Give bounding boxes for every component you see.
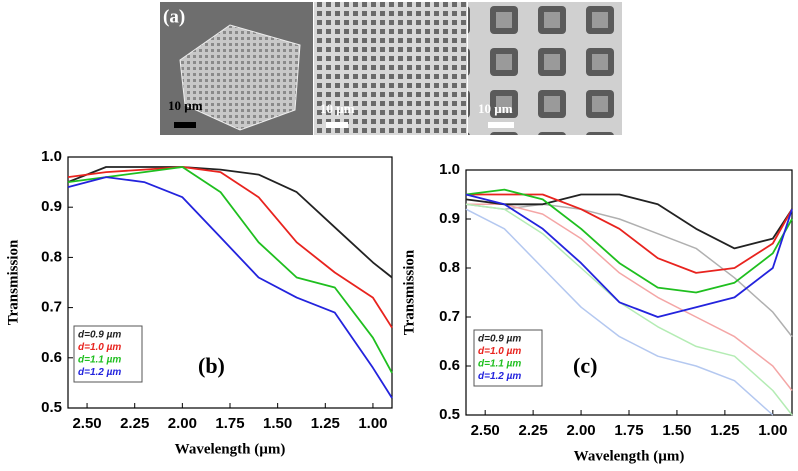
series-line bbox=[465, 193, 793, 318]
legend-entry: d=1.0 µm bbox=[78, 342, 121, 353]
y-tick-label: 0.5 bbox=[41, 399, 62, 416]
y-tick-label: 0.5 bbox=[439, 406, 460, 423]
legend-entry: d=0.9 µm bbox=[78, 330, 121, 341]
y-tick-label: 0.7 bbox=[439, 308, 460, 325]
scale-bar-label: 10 µm bbox=[320, 101, 355, 116]
y-tick-label: 1.0 bbox=[41, 148, 62, 165]
x-tick-label: 1.50 bbox=[662, 422, 691, 439]
y-tick-label: 0.7 bbox=[41, 299, 62, 316]
scale-bar bbox=[488, 122, 514, 128]
y-axis-label: Transmission bbox=[401, 249, 417, 335]
legend-entry: d=1.1 µm bbox=[78, 355, 121, 366]
series-line bbox=[465, 188, 793, 294]
legend-entry: d=1.2 µm bbox=[78, 367, 121, 378]
series-line bbox=[67, 166, 393, 279]
scale-bar bbox=[174, 122, 196, 128]
scale-bar-label: 10 µm bbox=[478, 101, 513, 116]
legend-entry: d=1.2 µm bbox=[478, 371, 521, 382]
sem-image bbox=[468, 2, 622, 135]
series-line bbox=[466, 203, 793, 391]
y-tick-label: 0.9 bbox=[41, 198, 62, 215]
legend-entry: d=1.0 µm bbox=[478, 346, 521, 357]
series-line bbox=[67, 166, 393, 374]
x-tick-label: 1.50 bbox=[263, 415, 292, 432]
scale-bar bbox=[326, 122, 348, 128]
y-tick-label: 0.6 bbox=[41, 349, 62, 366]
legend-entry: d=0.9 µm bbox=[478, 334, 521, 345]
legend-box bbox=[73, 325, 143, 383]
x-tick-label: 2.25 bbox=[120, 415, 149, 432]
sem-cube bbox=[179, 24, 301, 131]
x-tick-label: 2.25 bbox=[519, 422, 548, 439]
scale-bar-label: 10 µm bbox=[168, 98, 203, 113]
x-tick-label: 1.00 bbox=[358, 415, 387, 432]
series-line bbox=[67, 176, 393, 399]
x-axis-label: Wavelength (µm) bbox=[175, 441, 286, 457]
panel-label: (c) bbox=[573, 353, 597, 378]
y-tick-label: 1.0 bbox=[439, 161, 460, 178]
x-tick-label: 2.50 bbox=[72, 415, 101, 432]
legend-box bbox=[473, 329, 543, 387]
series-line bbox=[465, 208, 774, 416]
x-axis-label: Wavelength (µm) bbox=[574, 448, 685, 464]
x-tick-label: 2.50 bbox=[471, 422, 500, 439]
x-tick-label: 1.00 bbox=[758, 422, 787, 439]
series-line bbox=[465, 203, 793, 338]
y-tick-label: 0.6 bbox=[439, 357, 460, 374]
x-tick-label: 1.75 bbox=[215, 415, 244, 432]
x-tick-label: 1.25 bbox=[710, 422, 739, 439]
series-line bbox=[67, 166, 393, 329]
y-tick-label: 0.8 bbox=[41, 248, 62, 265]
series-line bbox=[465, 203, 793, 416]
y-tick-label: 0.8 bbox=[439, 259, 460, 276]
x-tick-label: 1.25 bbox=[311, 415, 340, 432]
sem-image bbox=[314, 2, 467, 135]
panel-label: (b) bbox=[198, 353, 225, 378]
y-axis-label: Transmission bbox=[5, 239, 21, 325]
legend-entry: d=1.1 µm bbox=[478, 359, 521, 370]
x-tick-label: 2.00 bbox=[168, 415, 197, 432]
panel-label: (a) bbox=[163, 6, 185, 27]
x-tick-label: 2.00 bbox=[566, 422, 595, 439]
y-tick-label: 0.9 bbox=[439, 210, 460, 227]
series-line bbox=[465, 193, 793, 250]
x-tick-label: 1.75 bbox=[614, 422, 643, 439]
